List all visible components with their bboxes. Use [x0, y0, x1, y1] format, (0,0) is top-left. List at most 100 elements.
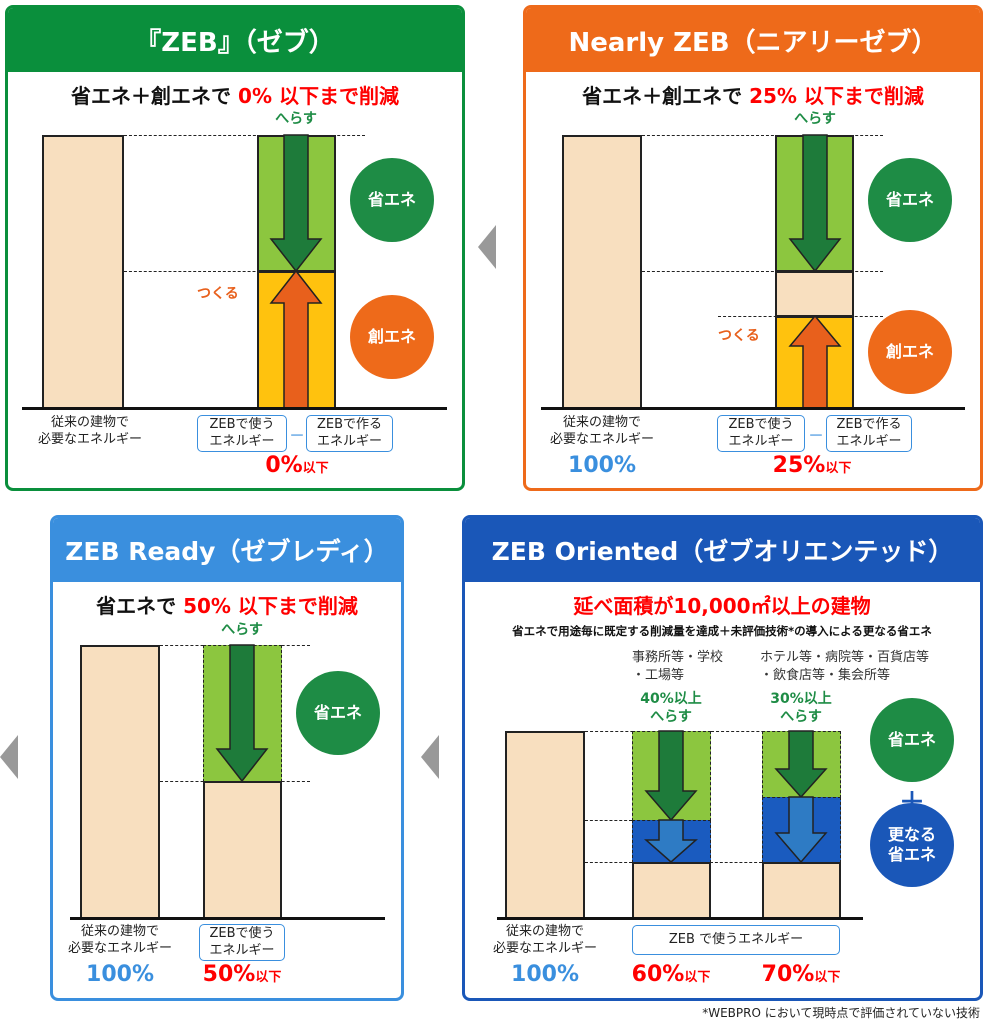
arrow-down-icon — [774, 730, 828, 799]
panel-subtitle: 延べ面積が10,000㎡以上の建物 — [573, 594, 871, 618]
value: 25% — [772, 453, 826, 478]
footnote: *WEBPRO において現時点で評価されていない技術 — [702, 1006, 980, 1020]
label-line: ZEBで作る — [316, 416, 383, 432]
flow-arrow-icon — [0, 735, 18, 779]
dashed-guide — [585, 820, 632, 821]
panel-title: 『ZEB』（ゼブ） — [8, 8, 462, 72]
panel-subtitle: 省エネ＋創エネで 25% 以下まで削減 — [582, 80, 924, 109]
baseline-label: 従来の建物で 必要なエネルギー — [550, 415, 654, 449]
label-line: エネルギー — [728, 433, 794, 449]
label-line: へらす — [650, 709, 692, 726]
arrow-down-icon — [644, 819, 698, 863]
unit: 以下 — [825, 461, 852, 476]
label-line: エネルギー — [209, 942, 275, 958]
label-line: ZEBで作る — [836, 416, 902, 432]
dashed-guide — [642, 135, 883, 136]
subtitle-highlight: 50% 以下まで削減 — [183, 594, 358, 618]
label-line: 従来の建物で — [80, 924, 160, 939]
energy-saving-circle: 省エネ — [870, 698, 954, 782]
use-energy-box: ZEB で使うエネルギー — [632, 925, 840, 955]
unit: 以下 — [814, 970, 841, 985]
label-line: 必要なエネルギー — [549, 431, 655, 447]
subtitle-prefix: 省エネ＋創エネで — [582, 84, 750, 108]
value: 70% — [761, 962, 815, 987]
use-energy-box: ZEBで使う エネルギー — [197, 415, 287, 452]
remaining-block — [775, 271, 854, 317]
dashed-guide — [642, 271, 883, 272]
unit: 以下 — [255, 970, 282, 985]
minus-sign: － — [289, 426, 306, 445]
value: 60% — [631, 962, 685, 987]
baseline-axis — [497, 917, 863, 920]
label-line: へらす — [780, 709, 822, 726]
label-line: 必要なエネルギー — [37, 431, 143, 447]
flow-arrow-icon — [421, 735, 439, 779]
label-line: 従来の建物で — [50, 415, 130, 430]
create-label: つくる — [718, 328, 760, 344]
panel-subtitle: 省エネ＋創エネで 0% 以下まで削減 — [71, 80, 399, 109]
panel-description: 省エネで用途毎に既定する削減量を達成＋未評価技術*の導入による更なる省エネ — [512, 624, 932, 638]
baseline-label: 従来の建物で 必要なエネルギー — [68, 924, 172, 958]
panel-subtitle: 省エネで 50% 以下まで削減 — [96, 590, 358, 619]
label-line: ・工場等 — [632, 668, 685, 684]
label-line: ZEBで使う — [728, 416, 794, 432]
baseline-energy-bar — [80, 645, 160, 919]
unit: 以下 — [302, 461, 329, 476]
arrow-down-icon — [215, 644, 269, 783]
energy-saving-circle: 省エネ — [296, 671, 380, 755]
panel-title: Nearly ZEB（ニアリーゼブ） — [526, 8, 980, 72]
subtitle-prefix: 省エネで — [96, 594, 184, 618]
reduce-label-1: 40%以上へらす — [640, 690, 702, 726]
reduce-label: へらす — [275, 111, 317, 127]
extra-saving-circle: 更なる 省エネ — [870, 803, 954, 887]
subtitle-highlight: 0% 以下まで削減 — [238, 84, 399, 108]
panel-title: ZEB Ready（ゼブレディ） — [53, 518, 401, 582]
arrow-down-icon — [788, 134, 842, 273]
dashed-guide — [710, 862, 762, 863]
baseline-axis — [70, 917, 385, 920]
baseline-axis — [22, 407, 447, 410]
label-line: エネルギー — [209, 433, 275, 449]
label-line: ZEBで使う — [209, 416, 275, 432]
panel-title: ZEB Oriented（ゼブオリエンテッド） — [465, 518, 980, 582]
result-percent: 25%以下 — [773, 453, 852, 478]
baseline-percent: 100% — [511, 962, 579, 987]
energy-creation-circle: 創エネ — [350, 295, 434, 379]
label-line: ZEBで使う — [209, 925, 275, 941]
label-line: 必要なエネルギー — [67, 940, 173, 956]
label-line: 必要なエネルギー — [492, 940, 598, 956]
arrow-up-icon — [269, 269, 323, 409]
remaining-block — [203, 781, 282, 919]
category-2-label: ホテル等・病院等・百貨店等 ・飲食店等・集会所等 — [760, 649, 929, 685]
baseline-energy-bar — [505, 731, 585, 919]
reduce-label: へらす — [221, 622, 263, 638]
dashed-guide — [585, 862, 632, 863]
create-label: つくる — [197, 286, 239, 302]
baseline-label: 従来の建物で 必要なエネルギー — [38, 415, 142, 449]
reduce-label: へらす — [794, 111, 836, 127]
arrow-up-icon — [788, 314, 842, 409]
label-line: エネルギー — [836, 433, 902, 449]
remaining-block-2 — [762, 862, 841, 919]
value: 50% — [202, 962, 256, 987]
use-energy-box: ZEBで使う エネルギー — [717, 415, 805, 452]
remaining-block-1 — [632, 862, 711, 919]
label-line: ・飲食店等・集会所等 — [760, 668, 891, 684]
flow-arrow-icon — [478, 225, 496, 269]
label-line: 事務所等・学校 — [632, 650, 724, 665]
result-percent-1: 60%以下 — [632, 962, 711, 987]
dashed-guide — [124, 135, 365, 136]
energy-saving-circle: 省エネ — [350, 158, 434, 242]
baseline-percent: 100% — [86, 962, 154, 987]
arrow-down-icon — [269, 134, 323, 273]
label-line: 30%以上 — [770, 691, 832, 707]
baseline-axis — [541, 407, 965, 410]
unit: 以下 — [684, 970, 711, 985]
label-line: 40%以上 — [640, 691, 702, 707]
dashed-guide — [585, 731, 840, 732]
make-energy-box: ZEBで作る エネルギー — [826, 415, 912, 452]
label-line: 省エネ — [887, 845, 936, 864]
label-line: ホテル等・病院等・百貨店等 — [760, 650, 930, 665]
subtitle-highlight: 25% 以下まで削減 — [749, 84, 924, 108]
label-line: エネルギー — [316, 433, 382, 449]
